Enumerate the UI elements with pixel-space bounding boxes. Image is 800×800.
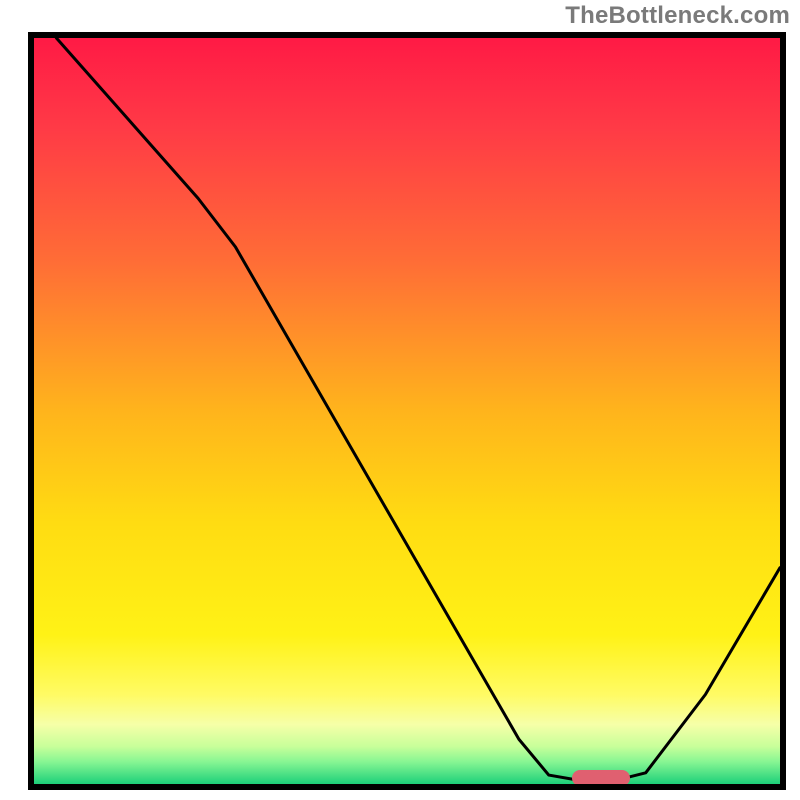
curve-path	[56, 38, 780, 780]
plot-frame	[28, 32, 786, 790]
plot-area	[34, 38, 780, 784]
watermark-text: TheBottleneck.com	[565, 2, 790, 30]
bottleneck-curve	[34, 38, 780, 784]
optimal-marker	[572, 770, 630, 784]
chart-container: { "watermark": { "text": "TheBottleneck.…	[0, 0, 800, 800]
